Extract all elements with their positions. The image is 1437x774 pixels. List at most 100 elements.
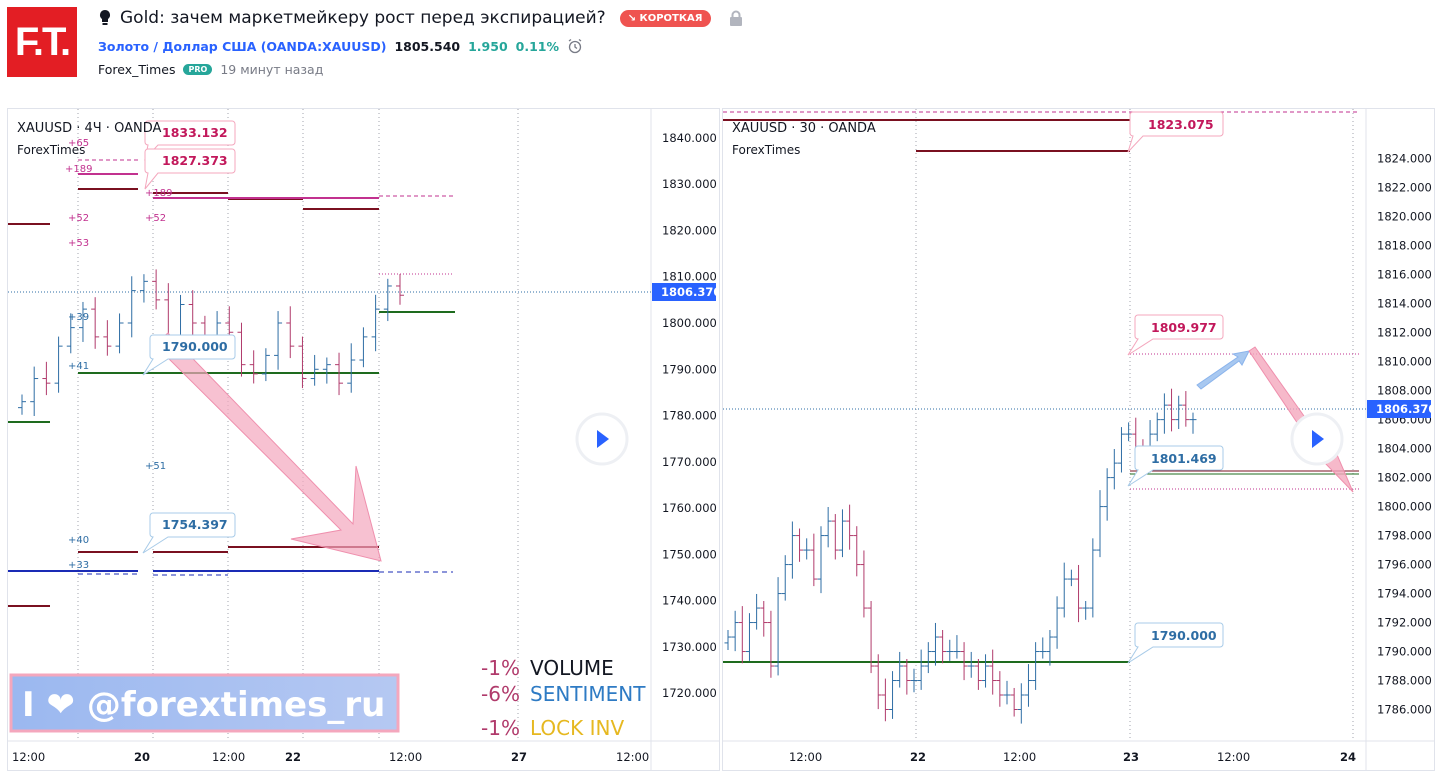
candles-30m bbox=[724, 388, 1197, 724]
candle bbox=[335, 352, 344, 396]
candle bbox=[831, 514, 839, 560]
y-tick: 1822.000 bbox=[1377, 181, 1432, 195]
last-price: 1805.540 bbox=[394, 38, 461, 54]
candle bbox=[103, 320, 112, 356]
candle bbox=[867, 601, 875, 674]
callout-1790: 1790.000 bbox=[142, 334, 236, 376]
callout-label: 1790.000 bbox=[162, 339, 228, 354]
candle bbox=[1003, 680, 1011, 705]
pro-badge: PRO bbox=[183, 64, 213, 75]
candle bbox=[738, 606, 746, 664]
author-name[interactable]: Forex_Times bbox=[98, 62, 176, 77]
symbol-link[interactable]: Золото / Доллар США (OANDA:XAUUSD) bbox=[98, 38, 387, 54]
lock-icon bbox=[729, 10, 742, 26]
candle bbox=[396, 274, 404, 305]
level-mark: +39 bbox=[68, 312, 89, 323]
candle bbox=[261, 348, 270, 382]
y-tick: 1804.000 bbox=[1377, 442, 1432, 456]
play-icon bbox=[597, 430, 609, 448]
x-tick: 27 bbox=[511, 750, 527, 764]
y-axis-4h[interactable]: 1840.000 1830.000 1820.000 1810.000 1800.000… bbox=[662, 131, 717, 700]
callout-label: 1754.397 bbox=[162, 517, 228, 532]
candle bbox=[1168, 388, 1176, 432]
last-price-tag-label: 1806.370 bbox=[661, 285, 719, 299]
candle bbox=[731, 610, 739, 652]
forecast-arrow bbox=[153, 332, 382, 562]
level-mark: +52 bbox=[145, 213, 166, 224]
chart-4h-title: XAUUSD · 4Ч · OANDA bbox=[17, 121, 161, 136]
last-price-tag bbox=[1367, 400, 1431, 418]
candle bbox=[1089, 538, 1097, 618]
candle bbox=[188, 290, 197, 335]
chart-30m-title: XAUUSD · 30 · OANDA bbox=[732, 121, 876, 136]
level-mark: +40 bbox=[68, 535, 89, 546]
y-tick: 1802.000 bbox=[1377, 471, 1432, 485]
level-mark: +189 bbox=[65, 164, 92, 175]
candle bbox=[889, 671, 897, 719]
stats-block: -1% VOLUME -6% SENTIMENT -1% LOCK INV bbox=[481, 656, 646, 740]
chart-4h-svg[interactable]: +65 +189 +189 +52 +52 +53 +39 +41 +51 +4… bbox=[8, 109, 721, 770]
candle bbox=[1110, 449, 1118, 490]
callout-1754: 1754.397 bbox=[142, 512, 236, 554]
idea-title-row: Gold: зачем маркетмейкеру рост перед экс… bbox=[98, 8, 743, 28]
x-tick: 12:00 bbox=[212, 750, 245, 764]
y-tick: 1740.000 bbox=[662, 594, 717, 608]
chart-4h-subtitle: ForexTimes bbox=[17, 143, 85, 157]
stat-label: SENTIMENT bbox=[530, 682, 646, 706]
play-button[interactable] bbox=[575, 412, 629, 466]
forextimes-logo[interactable]: F.T. bbox=[7, 7, 77, 77]
x-tick: 12:00 bbox=[616, 750, 649, 764]
level-mark: +65 bbox=[68, 138, 89, 149]
play-icon bbox=[1312, 430, 1324, 448]
chart-30m[interactable]: 1823.075 1809.977 1801.469 1790.000 XAUU… bbox=[722, 108, 1436, 771]
x-axis-30m[interactable]: 12:00 22 12:00 23 12:00 24 bbox=[789, 750, 1356, 764]
chart-30m-svg[interactable]: 1823.075 1809.977 1801.469 1790.000 XAUU… bbox=[723, 109, 1436, 770]
candle bbox=[860, 550, 868, 618]
promo-banner-text: I ❤ @forextimes_ru bbox=[22, 685, 385, 725]
y-tick: 1810.000 bbox=[1377, 355, 1432, 369]
y-tick: 1788.000 bbox=[1377, 674, 1432, 688]
alarm-clock-icon[interactable] bbox=[567, 38, 583, 54]
y-axis-30m[interactable]: 1824.000 1822.000 1820.000 1818.000 1816.000… bbox=[1377, 152, 1432, 717]
candles-4h bbox=[18, 269, 404, 417]
chart-4h[interactable]: +65 +189 +189 +52 +52 +53 +39 +41 +51 +4… bbox=[7, 108, 721, 771]
candle bbox=[1024, 664, 1032, 707]
x-axis-4h[interactable]: 12:00 20 12:00 22 12:00 27 12:00 bbox=[12, 750, 649, 764]
candle bbox=[982, 654, 990, 688]
callout-label: 1801.469 bbox=[1151, 451, 1217, 466]
last-price-tag-label: 1806.370 bbox=[1376, 402, 1434, 416]
stat-label: LOCK INV bbox=[530, 716, 624, 740]
candle bbox=[803, 538, 811, 560]
idea-title[interactable]: Gold: зачем маркетмейкеру рост перед экс… bbox=[120, 8, 606, 28]
candle bbox=[1032, 642, 1040, 690]
candle bbox=[152, 269, 161, 310]
y-tick: 1790.000 bbox=[662, 362, 717, 376]
callout-label: 1823.075 bbox=[1148, 117, 1214, 132]
level-mark: +53 bbox=[68, 238, 89, 249]
y-tick: 1808.000 bbox=[1377, 384, 1432, 398]
y-tick: 1750.000 bbox=[662, 547, 717, 561]
promo-banner[interactable] bbox=[9, 673, 400, 733]
candle bbox=[1075, 564, 1083, 623]
symbol-line: Золото / Доллар США (OANDA:XAUUSD) 1805.… bbox=[98, 38, 583, 54]
candle bbox=[1160, 393, 1168, 434]
candle bbox=[910, 668, 918, 693]
callout-1790r: 1790.000 bbox=[1127, 622, 1224, 664]
candle bbox=[767, 610, 775, 678]
candle bbox=[347, 343, 356, 393]
x-tick: 24 bbox=[1340, 750, 1356, 764]
callout-label: 1809.977 bbox=[1151, 320, 1217, 335]
y-tick: 1824.000 bbox=[1377, 152, 1432, 166]
candle bbox=[1046, 629, 1054, 666]
y-tick: 1796.000 bbox=[1377, 558, 1432, 572]
play-button[interactable] bbox=[1290, 412, 1344, 466]
candle bbox=[286, 306, 295, 359]
idea-header: F.T. Gold: зачем маркетмейкеру рост пере… bbox=[0, 0, 1437, 100]
candle bbox=[139, 274, 148, 303]
stat-label: VOLUME bbox=[530, 656, 614, 680]
callout-1827: 1827.373 bbox=[144, 148, 236, 190]
candle bbox=[810, 533, 818, 587]
candle bbox=[1182, 391, 1190, 427]
x-tick: 12:00 bbox=[789, 750, 822, 764]
candle bbox=[760, 601, 768, 637]
